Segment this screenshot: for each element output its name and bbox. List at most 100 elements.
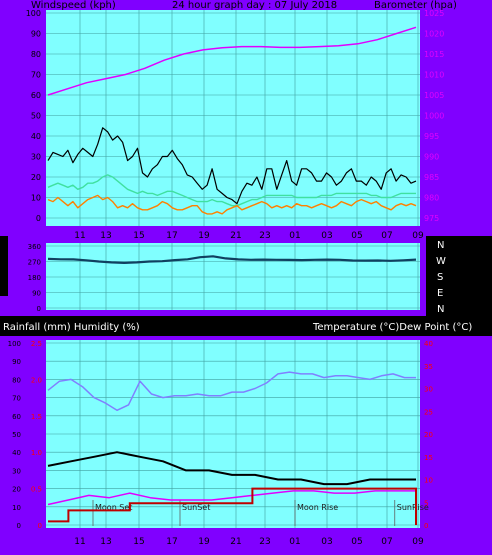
humidity-tick-label: 20 xyxy=(12,486,21,494)
x-tick-label: 19 xyxy=(198,231,210,241)
weather-chart: 11 13 15 17 19 21 23 01 03 05 07 090102030405060708… xyxy=(8,340,433,547)
x-tick-label: 05 xyxy=(351,231,362,241)
temperature-tick-label: 5 xyxy=(424,499,428,507)
direction-tick-label: 270 xyxy=(28,259,41,267)
humidity-tick-label: 70 xyxy=(12,395,21,403)
windspeed-axis-title: Windspeed (kph) xyxy=(31,0,116,11)
humidity-tick-label: 50 xyxy=(12,431,21,439)
temperature-tick-label: 10 xyxy=(424,477,433,485)
rainfall-humidity-axis-title: Rainfall (mm) Humidity (%) xyxy=(3,322,140,333)
temperature-tick-label: 20 xyxy=(424,431,433,439)
x-tick-label: 15 xyxy=(133,231,144,241)
direction-plot-area xyxy=(46,243,420,310)
temperature-tick-label: 35 xyxy=(424,363,433,371)
compass-panel xyxy=(426,236,492,316)
event-label: Moon Set xyxy=(95,503,132,512)
temperature-tick-label: 15 xyxy=(424,454,433,462)
barometer-tick-label: 980 xyxy=(424,194,439,203)
x-tick-label: 23 xyxy=(259,231,270,241)
barometer-tick-label: 985 xyxy=(424,173,439,182)
windspeed-tick-label: 70 xyxy=(31,71,41,80)
rainfall-line xyxy=(48,487,417,525)
direction-tick-label: 90 xyxy=(32,290,41,298)
compass-w: W xyxy=(436,256,446,267)
windspeed-tick-label: 20 xyxy=(31,173,41,182)
humidity-tick-label: 0 xyxy=(17,522,21,530)
barometer-tick-label: 995 xyxy=(424,132,439,141)
x-tick-label: 07 xyxy=(381,537,392,547)
wind-average-line xyxy=(47,174,416,207)
windspeed-tick-label: 30 xyxy=(31,153,41,162)
barometer-tick-label: 1025 xyxy=(424,9,444,18)
x-tick-label: 11 xyxy=(74,537,85,547)
x-tick-label: 09 xyxy=(412,537,424,547)
rainfall-tick-label: 2.5 xyxy=(31,340,42,348)
rainfall-tick-label: 0 xyxy=(38,522,42,530)
bottom-header-bar xyxy=(0,316,492,336)
humidity-tick-label: 10 xyxy=(12,504,21,512)
x-tick-label: 17 xyxy=(166,537,177,547)
compass-s: S xyxy=(437,272,443,283)
barometer-tick-label: 990 xyxy=(424,153,439,162)
rainfall-tick-label: 1.0 xyxy=(31,449,42,457)
windspeed-tick-label: 10 xyxy=(31,194,41,203)
temperature-tick-label: 0 xyxy=(424,522,428,530)
humidity-tick-label: 40 xyxy=(12,449,21,457)
x-tick-label: 21 xyxy=(230,537,241,547)
direction-chart: 0 90 180 270 360 xyxy=(28,243,420,313)
barometer-tick-label: 1010 xyxy=(424,71,444,80)
temperature-tick-label: 30 xyxy=(424,386,433,394)
x-tick-label: 03 xyxy=(321,231,332,241)
temperature-tick-label: 40 xyxy=(424,340,433,348)
x-tick-label: 21 xyxy=(230,231,241,241)
compass-e: E xyxy=(437,288,443,299)
barometer-tick-label: 1020 xyxy=(424,30,444,39)
humidity-tick-label: 100 xyxy=(8,340,21,348)
x-tick-label: 23 xyxy=(259,537,270,547)
x-tick-label: 01 xyxy=(289,537,300,547)
wind-direction-line xyxy=(47,255,417,264)
x-tick-label: 01 xyxy=(289,231,300,241)
compass-n-top: N xyxy=(437,240,444,251)
dewpoint-line xyxy=(47,490,416,506)
windspeed-tick-label: 80 xyxy=(31,50,41,59)
x-tick-label: 13 xyxy=(100,231,111,241)
graph-title: 24 hour graph day : 07 July 2018 xyxy=(172,0,337,11)
wind-gust-line xyxy=(47,127,417,205)
x-tick-label: 09 xyxy=(412,231,424,241)
rainfall-tick-label: 0.5 xyxy=(31,486,42,494)
temperature-dewpoint-axis-title: Temperature (°C)Dew Point (°C) xyxy=(312,322,472,333)
temperature-line xyxy=(47,451,416,486)
direction-tick-label: 0 xyxy=(37,305,41,313)
x-tick-label: 17 xyxy=(166,231,177,241)
humidity-line xyxy=(47,371,416,412)
direction-tick-label: 360 xyxy=(28,243,41,251)
humidity-tick-label: 80 xyxy=(12,376,21,384)
windspeed-tick-label: 50 xyxy=(31,112,41,121)
humidity-tick-label: 60 xyxy=(12,413,21,421)
barometer-tick-label: 1000 xyxy=(424,112,444,121)
wind-lull-line xyxy=(47,194,417,215)
windspeed-tick-label: 90 xyxy=(31,30,41,39)
event-label: SunRise xyxy=(397,503,429,512)
barometer-tick-label: 1005 xyxy=(424,91,444,100)
rainfall-tick-label: 2.0 xyxy=(31,376,42,384)
barometer-axis-title: Barometer (hpa) xyxy=(374,0,457,11)
windspeed-tick-label: 100 xyxy=(26,9,41,18)
barometer-tick-label: 1015 xyxy=(424,50,444,59)
x-tick-label: 13 xyxy=(100,537,111,547)
direction-tick-label: 180 xyxy=(28,274,41,282)
x-tick-label: 05 xyxy=(351,537,362,547)
event-label: Moon Rise xyxy=(297,503,338,512)
barometer-tick-label: 975 xyxy=(424,214,439,223)
humidity-tick-label: 90 xyxy=(12,358,21,366)
x-tick-label: 07 xyxy=(381,231,392,241)
temperature-tick-label: 25 xyxy=(424,408,433,416)
pressure-line xyxy=(47,26,417,96)
x-tick-label: 11 xyxy=(74,231,85,241)
left-notch xyxy=(0,236,8,296)
humidity-tick-label: 30 xyxy=(12,467,21,475)
windspeed-tick-label: 0 xyxy=(36,214,41,223)
x-tick-label: 03 xyxy=(321,537,332,547)
